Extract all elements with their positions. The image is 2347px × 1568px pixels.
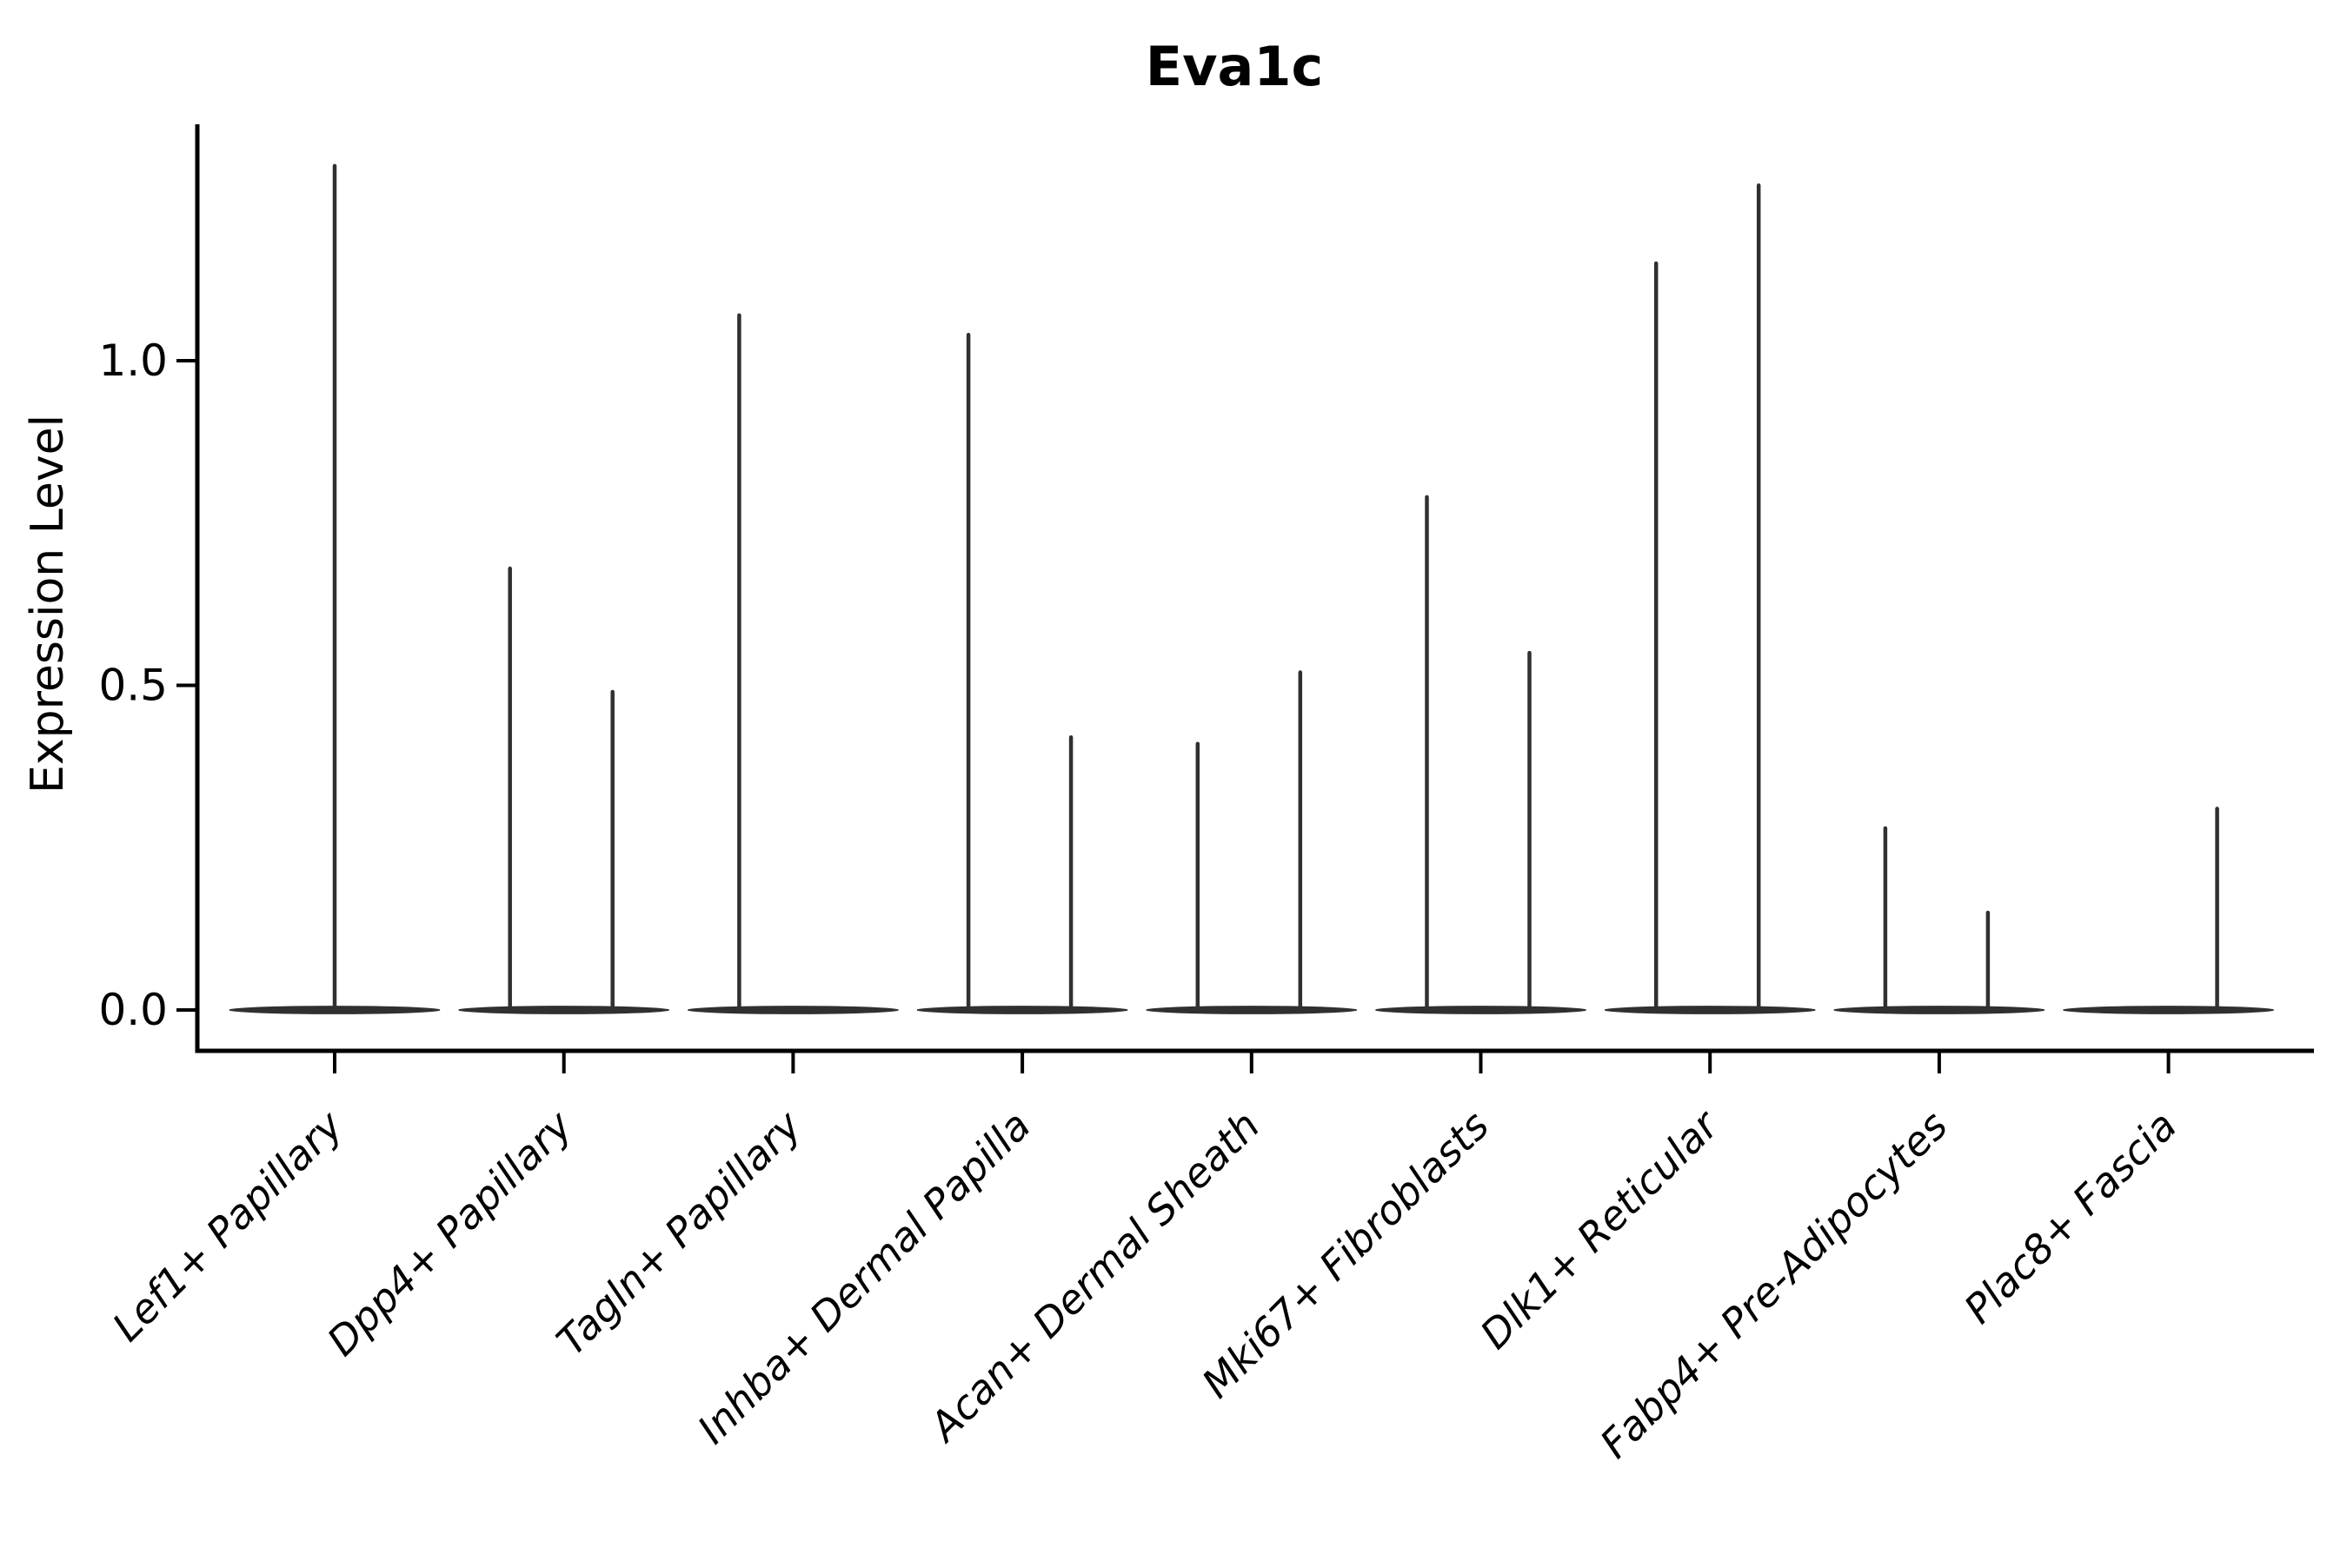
violin [1146,670,1357,1014]
violin [916,332,1128,1014]
x-tick-label: Plac8+ Fascia [1955,1102,2185,1332]
violin-baseline [1146,1006,1357,1014]
violin-baseline [1833,1006,2045,1014]
violin-baseline [916,1006,1128,1014]
x-tick-label: Dpp4+ Papillary [318,1101,582,1365]
violin-baseline [688,1006,899,1014]
violin [229,163,441,1014]
violin [1375,495,1586,1014]
x-tick-label: Dlk1+ Reticular [1471,1100,1729,1358]
y-tick-label: 0.5 [98,661,168,711]
violin [2063,807,2274,1014]
violin-baseline [1605,1006,1816,1014]
chart-title: Eva1c [1146,35,1324,98]
x-tick-label: Lef1+ Papillary [103,1101,352,1350]
violin [1833,826,2045,1014]
violin [1605,183,1816,1014]
y-tick-label: 1.0 [98,336,168,386]
violin-baseline [2063,1006,2274,1014]
violin-baseline [1375,1006,1586,1014]
y-axis-label: Expression Level [22,415,74,794]
y-tick-label: 0.0 [98,985,168,1035]
x-tick-label: Tagln+ Papillary [548,1101,811,1365]
violin [688,313,899,1014]
violin-baseline [458,1006,669,1014]
violin [458,566,669,1014]
